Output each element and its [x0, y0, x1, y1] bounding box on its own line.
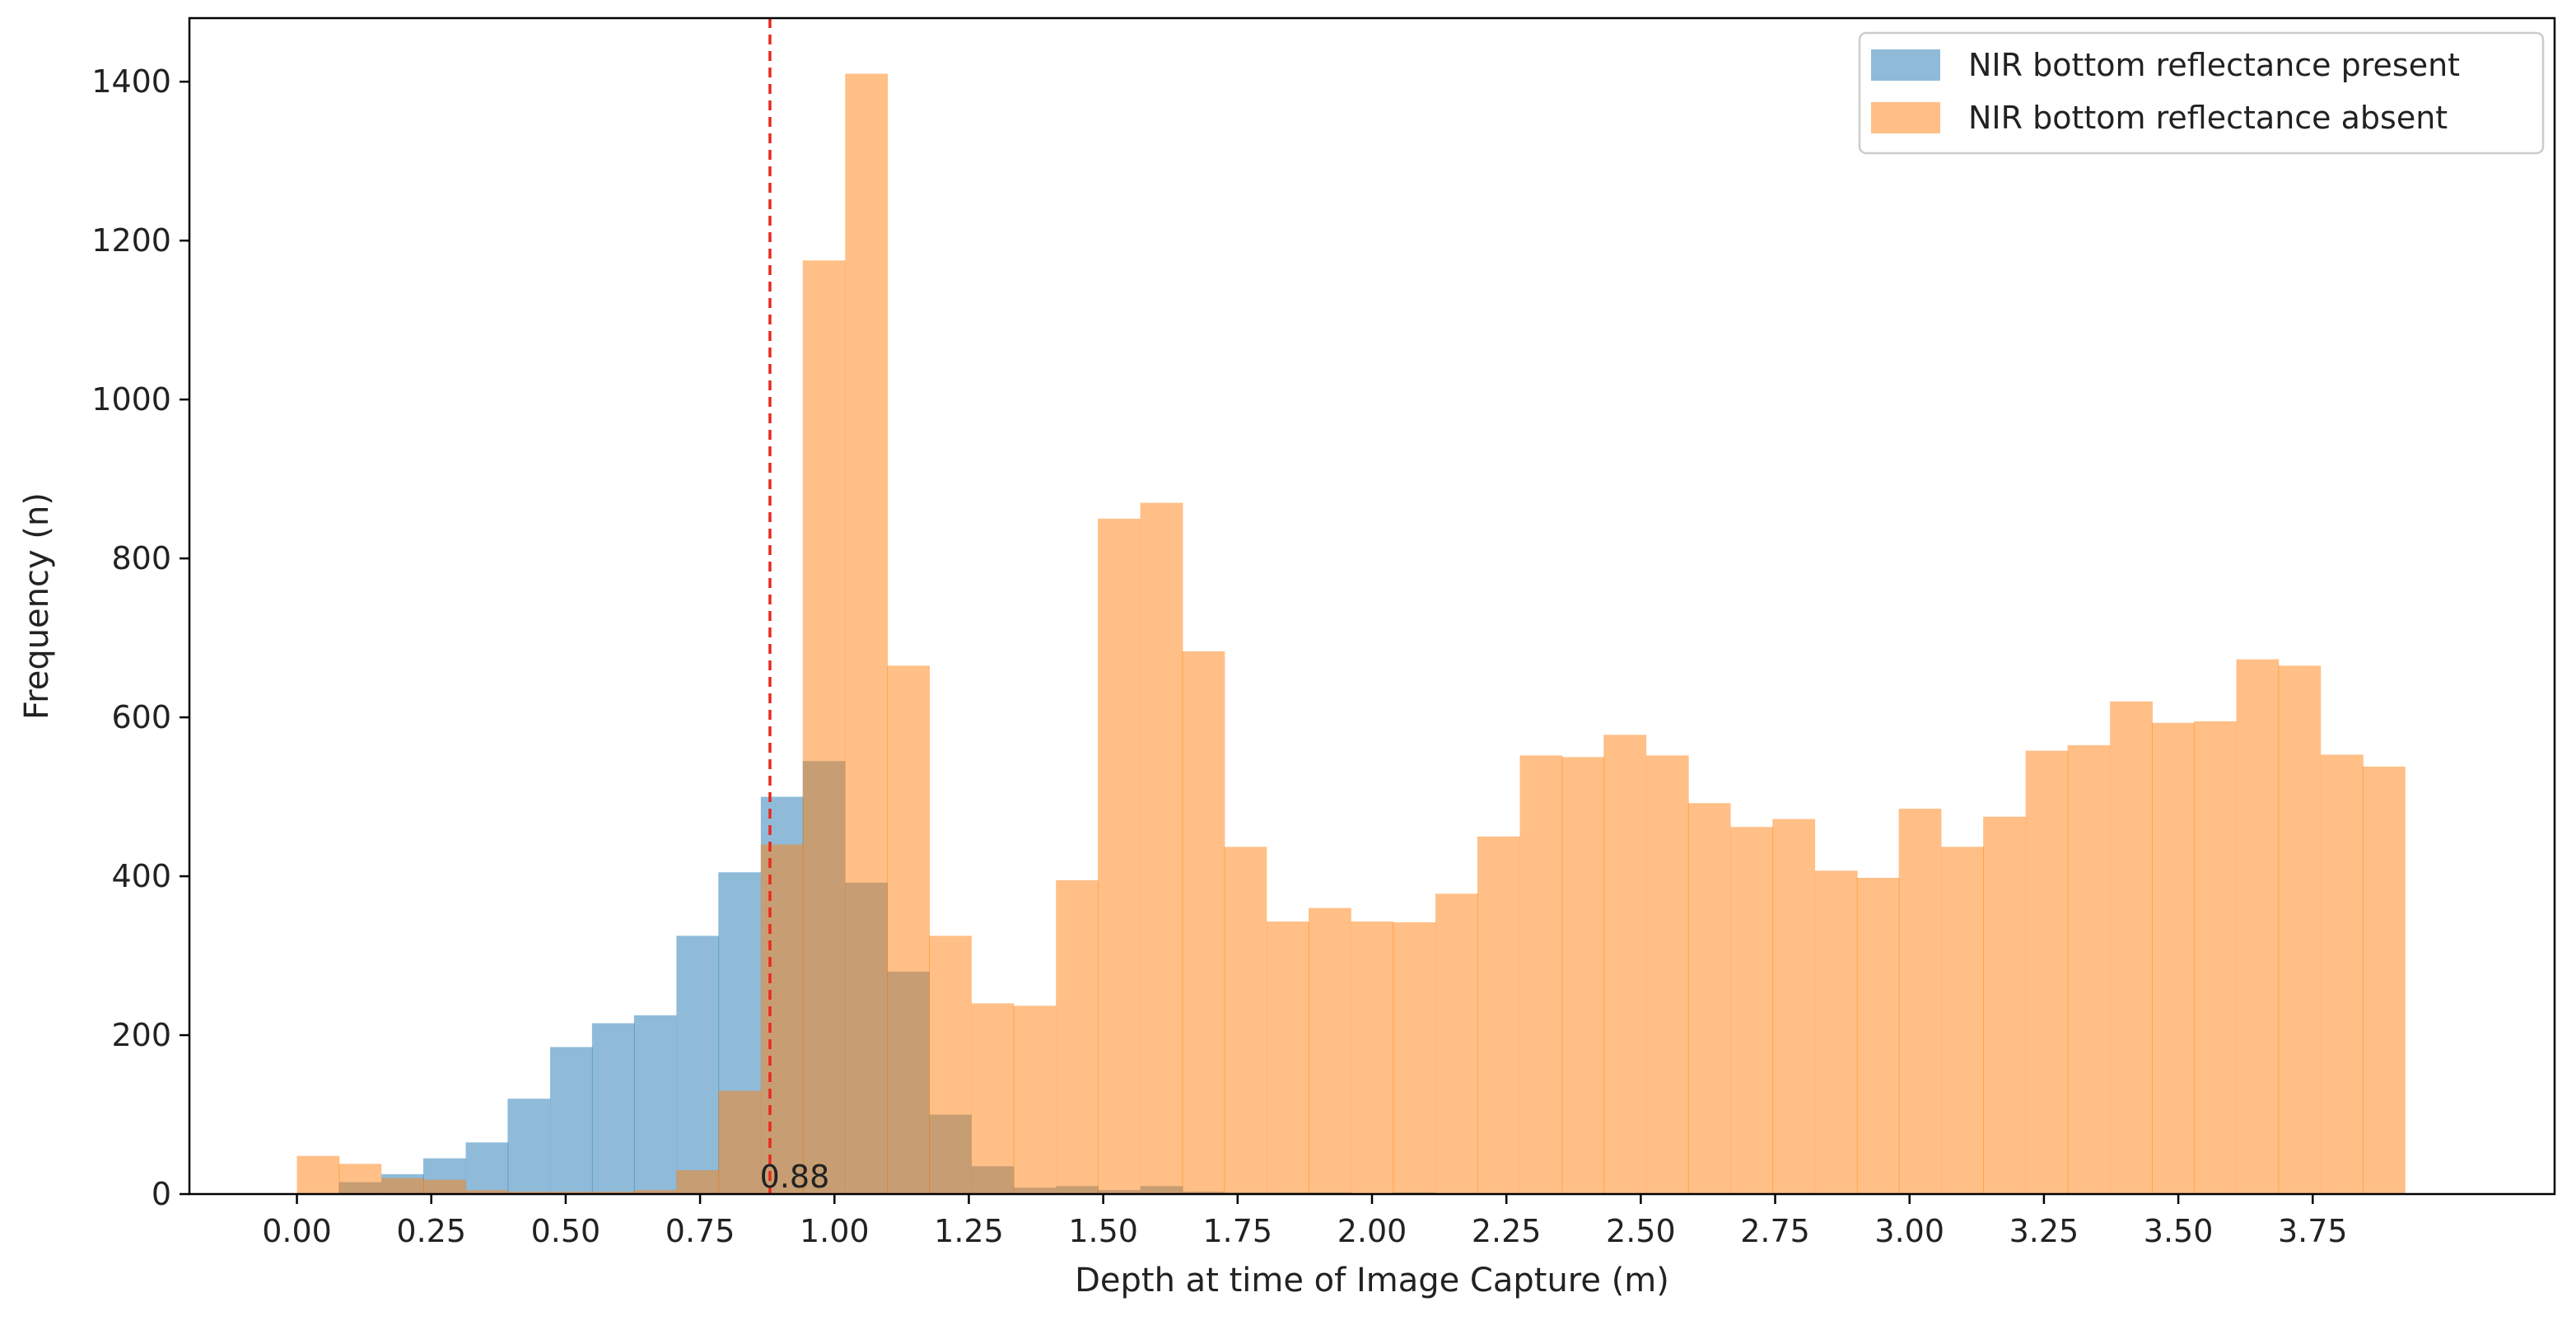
bar-absent: [1898, 809, 1942, 1194]
x-tick-label: 3.50: [2144, 1213, 2214, 1249]
bar-absent: [422, 1179, 466, 1194]
bar-absent: [2067, 744, 2111, 1194]
bar-absent: [760, 844, 804, 1194]
bar-absent: [1098, 518, 1141, 1194]
x-tick-label: 2.00: [1337, 1213, 1407, 1249]
bar-absent: [1519, 755, 1563, 1194]
legend-swatch-absent: [1871, 102, 1940, 133]
bar-absent: [633, 1190, 677, 1194]
x-tick-label: 1.75: [1203, 1213, 1273, 1249]
bar-absent: [1730, 827, 1774, 1194]
bar-absent: [1351, 921, 1394, 1194]
bar-absent: [1941, 847, 1985, 1194]
x-tick-label: 2.75: [1740, 1213, 1810, 1249]
bar-absent: [845, 73, 889, 1195]
y-tick-label: 400: [111, 858, 171, 894]
bar-absent: [1267, 921, 1309, 1194]
bar-absent: [1603, 735, 1647, 1194]
bar-absent: [1182, 651, 1225, 1194]
x-tick-label: 0.25: [396, 1213, 466, 1249]
x-tick-label: 1.00: [800, 1213, 870, 1249]
bar-absent: [296, 1155, 340, 1194]
bar-absent: [1772, 819, 1816, 1194]
bar-present: [633, 1015, 677, 1194]
bar-absent: [1856, 877, 1900, 1194]
y-tick-label: 1400: [91, 63, 171, 100]
y-axis-ticks: 0 200 400 600 800 1000 1200 1400: [91, 63, 189, 1212]
x-axis-label: Depth at time of Image Capture (m): [1075, 1262, 1669, 1299]
y-tick-label: 200: [111, 1017, 171, 1053]
legend-label-absent: NIR bottom reflectance absent: [1968, 100, 2448, 136]
bar-absent: [676, 1170, 720, 1194]
x-tick-label: 0.00: [262, 1213, 332, 1249]
bar-absent: [802, 260, 846, 1194]
x-tick-label: 1.25: [934, 1213, 1004, 1249]
bar-present: [507, 1099, 551, 1194]
legend-label-present: NIR bottom reflectance present: [1968, 47, 2460, 83]
bar-absent: [1056, 879, 1099, 1194]
bar-absent: [971, 1003, 1015, 1194]
bar-absent: [2110, 701, 2153, 1194]
bar-absent: [1561, 757, 1605, 1194]
bar-absent: [1983, 816, 2026, 1194]
threshold-label: 0.88: [760, 1159, 830, 1195]
bar-absent: [1013, 1005, 1057, 1194]
x-axis-ticks: 0.00 0.25 0.50 0.75 1.00 1.25 1.50 1.75 2.00 2.25…: [262, 1194, 2348, 1249]
legend-box: [1858, 31, 2545, 155]
bar-absent: [1140, 502, 1183, 1194]
bar-absent: [1477, 836, 1520, 1194]
y-tick-label: 1200: [91, 222, 171, 259]
x-tick-label: 1.50: [1068, 1213, 1138, 1249]
x-tick-label: 2.50: [1606, 1213, 1676, 1249]
legend: NIR bottom reflectance present NIR botto…: [1858, 31, 2545, 155]
y-tick-label: 1000: [91, 381, 171, 418]
bar-absent: [2321, 754, 2364, 1194]
bar-absent: [1224, 847, 1267, 1194]
bar-absent: [1308, 907, 1351, 1194]
bar-absent: [1393, 922, 1436, 1194]
x-tick-label: 2.25: [1472, 1213, 1542, 1249]
bar-absent: [2152, 722, 2195, 1194]
bar-present: [549, 1047, 593, 1194]
x-tick-label: 0.75: [665, 1213, 735, 1249]
legend-swatch-present: [1871, 49, 1940, 81]
bar-absent: [2236, 659, 2280, 1194]
bar-absent: [465, 1190, 509, 1194]
bar-present: [676, 935, 720, 1194]
x-tick-label: 3.00: [1874, 1213, 1944, 1249]
bar-absent: [1687, 803, 1731, 1194]
bar-absent: [591, 1192, 635, 1194]
bar-absent: [2278, 665, 2322, 1194]
bar-absent: [929, 935, 972, 1194]
bar-absent: [887, 665, 931, 1194]
y-tick-label: 0: [152, 1176, 171, 1212]
series-absent-bars: [296, 73, 2406, 1195]
bar-absent: [507, 1192, 551, 1194]
bar-absent: [1814, 870, 1858, 1194]
y-tick-label: 600: [111, 699, 171, 735]
x-tick-label: 3.75: [2278, 1213, 2348, 1249]
bar-present: [591, 1023, 635, 1194]
y-tick-label: 800: [111, 540, 171, 576]
bar-absent: [2025, 750, 2069, 1194]
bar-absent: [549, 1192, 593, 1194]
bar-absent: [2194, 721, 2237, 1194]
bar-absent: [1645, 755, 1689, 1194]
bar-absent: [2362, 766, 2406, 1194]
bar-absent: [718, 1090, 762, 1194]
y-axis-label: Frequency (n): [18, 492, 56, 720]
bar-absent: [381, 1178, 424, 1194]
bar-absent: [338, 1164, 382, 1194]
x-tick-label: 0.50: [531, 1213, 601, 1249]
x-tick-label: 3.25: [2009, 1213, 2079, 1249]
bar-absent: [1435, 893, 1478, 1194]
bar-present: [465, 1142, 509, 1194]
